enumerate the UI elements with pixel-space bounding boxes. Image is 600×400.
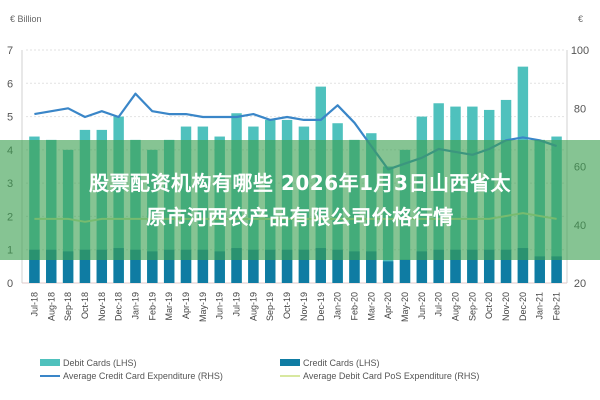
x-tick-label: May-19 [198,292,208,322]
credit-bar [62,251,74,283]
credit-bar [147,251,158,283]
x-tick-label: Sep-18 [63,292,73,321]
left-axis-unit: € Billion [10,14,42,24]
right-tick-label: 20 [574,278,586,290]
legend-item-credit-cards: Credit Cards (LHS) [280,356,479,369]
x-tick-label: Feb-20 [349,292,359,321]
x-tick-label: Aug-20 [451,292,461,321]
x-tick-label: Dec-20 [518,292,528,321]
x-tick-label: Jan-21 [535,292,545,320]
credit-bar [366,251,377,283]
x-tick-label: Apr-19 [181,292,191,319]
credit-bar [483,249,495,283]
overlay-title-line1: 股票配资机构有哪些 2026年1月3日山西省太 [89,171,511,195]
x-tick-label: Apr-20 [383,292,393,319]
legend-label: Average Debit Card PoS Expenditure (RHS) [303,370,480,381]
credit-bar [349,251,360,283]
credit-bar [382,261,394,283]
left-tick-label: 6 [7,78,13,90]
legend-swatch-credit [280,359,300,366]
legend-swatch-credit-line [40,374,60,377]
x-tick-label: Oct-18 [80,292,90,319]
credit-bar [46,249,57,283]
credit-bar [450,249,461,283]
legend-item-avg-credit-expenditure: Average Credit Card Expenditure (RHS) [40,369,223,382]
x-tick-label: Aug-18 [46,292,56,321]
left-tick-label: 7 [7,45,13,57]
credit-bar [534,256,545,283]
x-tick-label: May-20 [400,292,410,322]
right-tick-label: 100 [571,45,589,57]
x-tick-label: Jun-20 [417,292,427,320]
x-tick-label: Aug-19 [248,292,258,321]
legend-item-avg-debit-pos-expenditure: Average Debit Card PoS Expenditure (RHS) [280,369,479,382]
credit-bar [298,249,310,283]
right-axis-unit: € [578,14,584,24]
x-tick-label: Jan-19 [130,292,140,320]
credit-bar [433,249,444,283]
credit-bar [248,249,259,283]
x-tick-label: Mar-19 [164,292,174,321]
credit-bar [332,249,343,283]
credit-bar [214,251,225,283]
x-tick-label: Jan-20 [333,292,343,320]
x-tick-label: Feb-19 [147,292,157,321]
credit-bar [96,249,108,283]
credit-bar [197,249,209,283]
legend-left: Debit Cards (LHS) Average Credit Card Ex… [40,356,223,382]
credit-bar [79,249,91,283]
x-tick-label: Oct-19 [282,292,292,319]
x-tick-label: Dec-18 [114,292,124,321]
overlay-banner: 股票配资机构有哪些 2026年1月3日山西省太 原市河西农产品有限公司价格行情 [0,140,600,260]
credit-bar [180,249,192,283]
x-tick-label: Nov-18 [97,292,107,321]
credit-bar [500,249,512,283]
overlay-title-line2: 原市河西农产品有限公司价格行情 [146,205,454,229]
right-tick-label: 80 [574,103,586,115]
credit-bar [130,249,141,283]
credit-bar [399,259,411,283]
credit-bar [163,249,175,283]
x-axis-labels: Jul-18 Aug-18 Sep-18 Oct-18 Nov-18 Dec-18 Jan-… [29,292,561,322]
legend-label: Average Credit Card Expenditure (RHS) [63,370,223,381]
credit-bar [113,248,124,283]
credit-bar [281,249,293,283]
left-tick-label: 5 [7,112,13,124]
x-tick-label: Nov-19 [299,292,309,321]
x-tick-label: Jul-20 [434,292,444,317]
legend-item-debit-cards: Debit Cards (LHS) [40,356,223,369]
x-tick-label: Mar-20 [366,292,376,321]
x-tick-label: Jul-18 [29,292,39,317]
credit-bar [265,249,276,283]
x-tick-label: Jul-19 [232,292,242,317]
legend-label: Debit Cards (LHS) [63,357,137,368]
legend-swatch-debit [40,359,60,366]
legend-label: Credit Cards (LHS) [303,357,380,368]
left-tick-label: 0 [7,278,13,290]
credit-bar [517,248,529,283]
x-tick-label: Nov-20 [501,292,511,321]
x-tick-label: Oct-20 [484,292,494,319]
credit-bar [29,249,40,283]
credit-bar [315,248,326,283]
x-tick-label: Jun-19 [215,292,225,320]
credit-bar [231,248,242,283]
x-tick-label: Sep-19 [265,292,275,321]
x-tick-label: Feb-21 [552,292,562,321]
x-tick-label: Sep-20 [467,292,477,321]
legend-right: Credit Cards (LHS) Average Debit Card Po… [280,356,479,382]
x-tick-label: Dec-19 [316,292,326,321]
credit-bar [467,249,478,283]
credit-bar [416,251,428,283]
credit-bar [551,256,562,283]
legend-swatch-debit-line [280,374,300,377]
